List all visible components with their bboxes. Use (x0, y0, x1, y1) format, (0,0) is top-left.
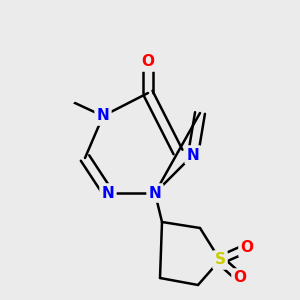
Text: S: S (214, 253, 226, 268)
Text: O: O (233, 271, 247, 286)
Text: methyl: methyl (73, 102, 77, 104)
Text: O: O (241, 241, 254, 256)
Text: O: O (142, 55, 154, 70)
Text: N: N (102, 185, 114, 200)
Text: N: N (148, 185, 161, 200)
Text: N: N (97, 109, 110, 124)
Text: N: N (187, 148, 200, 163)
